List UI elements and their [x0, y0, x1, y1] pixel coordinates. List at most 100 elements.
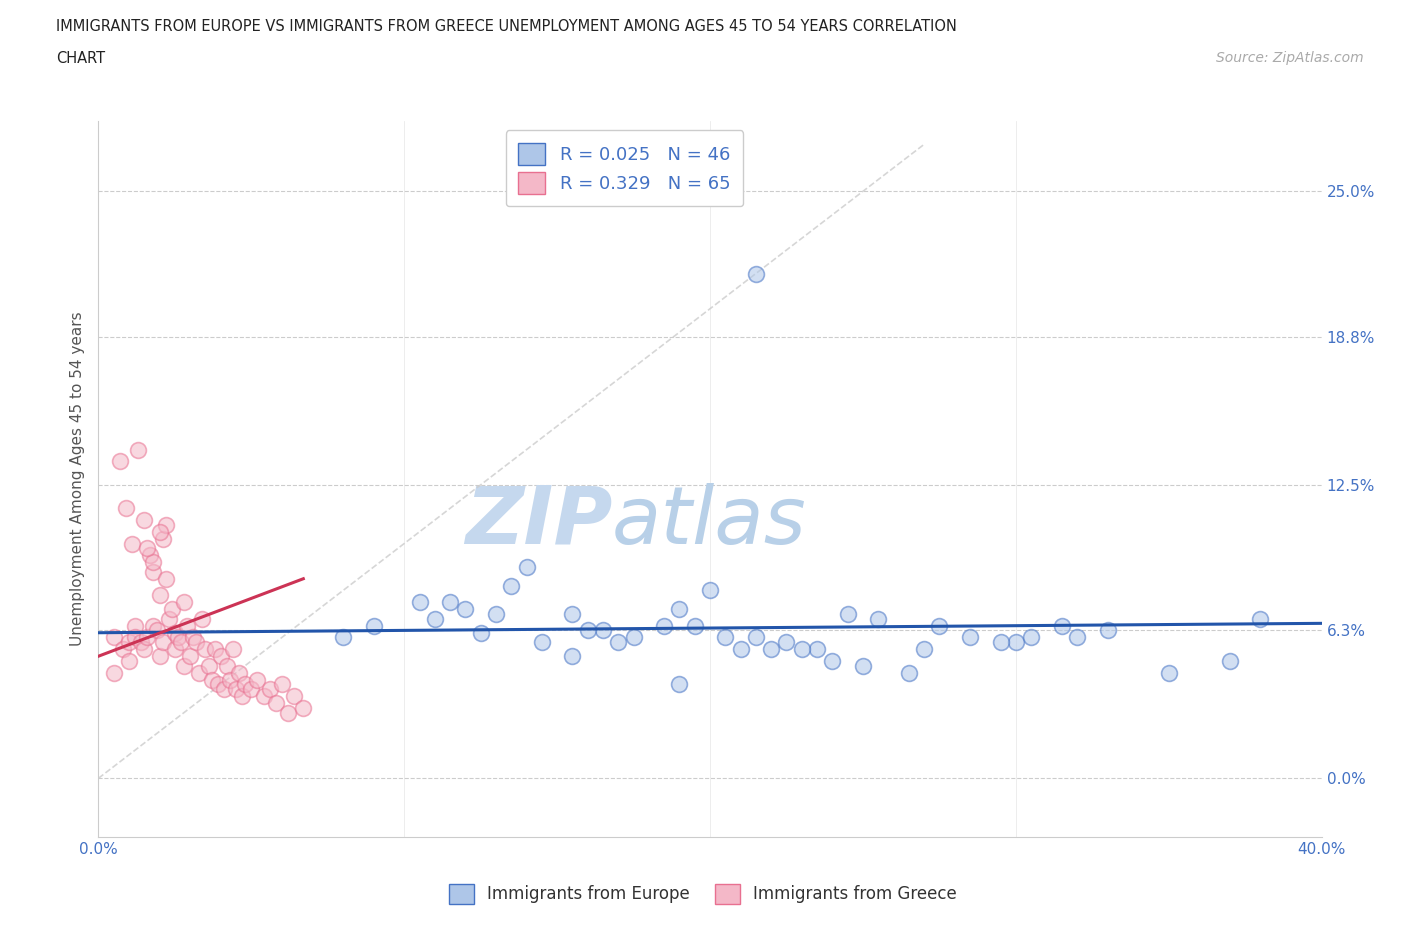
Point	[652, 618, 675, 633]
Text: atlas: atlas	[612, 483, 807, 561]
Point	[111, 642, 134, 657]
Text: ZIP: ZIP	[465, 483, 612, 561]
Point	[332, 630, 354, 644]
Point	[173, 658, 195, 673]
Point	[1157, 665, 1180, 680]
Point	[173, 595, 195, 610]
Point	[775, 634, 797, 649]
Point	[561, 649, 583, 664]
Point	[142, 555, 165, 570]
Point	[209, 649, 232, 664]
Text: IMMIGRANTS FROM EUROPE VS IMMIGRANTS FROM GREECE UNEMPLOYMENT AMONG AGES 45 TO 5: IMMIGRANTS FROM EUROPE VS IMMIGRANTS FRO…	[56, 19, 957, 33]
Point	[699, 583, 721, 598]
Point	[157, 611, 180, 626]
Point	[439, 595, 461, 610]
Point	[423, 611, 446, 626]
Point	[806, 642, 828, 657]
Point	[759, 642, 782, 657]
Point	[928, 618, 950, 633]
Point	[240, 682, 263, 697]
Point	[561, 606, 583, 621]
Point	[134, 512, 156, 527]
Point	[160, 602, 183, 617]
Point	[283, 689, 305, 704]
Point	[252, 689, 274, 704]
Point	[1219, 654, 1241, 669]
Point	[668, 602, 690, 617]
Point	[155, 571, 177, 586]
Point	[292, 700, 315, 715]
Point	[501, 578, 523, 593]
Legend: Immigrants from Europe, Immigrants from Greece: Immigrants from Europe, Immigrants from …	[440, 875, 966, 912]
Point	[163, 625, 186, 640]
Point	[136, 540, 159, 555]
Point	[959, 630, 981, 644]
Point	[207, 677, 229, 692]
Point	[186, 634, 208, 649]
Point	[118, 634, 141, 649]
Point	[176, 618, 198, 633]
Point	[225, 682, 247, 697]
Point	[485, 606, 508, 621]
Point	[897, 665, 920, 680]
Point	[191, 611, 214, 626]
Point	[204, 642, 226, 657]
Point	[149, 588, 172, 603]
Point	[821, 654, 844, 669]
Point	[1097, 623, 1119, 638]
Point	[233, 677, 256, 692]
Point	[408, 595, 430, 610]
Point	[145, 623, 167, 638]
Point	[200, 672, 222, 687]
Point	[228, 665, 250, 680]
Point	[124, 618, 146, 633]
Legend: R = 0.025   N = 46, R = 0.329   N = 65: R = 0.025 N = 46, R = 0.329 N = 65	[506, 130, 744, 206]
Point	[259, 682, 281, 697]
Point	[576, 623, 599, 638]
Point	[155, 517, 177, 532]
Point	[1019, 630, 1042, 644]
Point	[990, 634, 1012, 649]
Point	[790, 642, 813, 657]
Point	[745, 630, 768, 644]
Point	[129, 634, 152, 649]
Point	[607, 634, 630, 649]
Point	[530, 634, 553, 649]
Point	[470, 625, 492, 640]
Y-axis label: Unemployment Among Ages 45 to 54 years: Unemployment Among Ages 45 to 54 years	[70, 312, 86, 646]
Text: Source: ZipAtlas.com: Source: ZipAtlas.com	[1216, 51, 1364, 65]
Point	[1066, 630, 1088, 644]
Point	[142, 565, 165, 579]
Point	[745, 266, 768, 281]
Point	[1249, 611, 1271, 626]
Point	[837, 606, 859, 621]
Point	[179, 649, 201, 664]
Point	[115, 501, 138, 516]
Point	[668, 677, 690, 692]
Text: CHART: CHART	[56, 51, 105, 66]
Point	[714, 630, 737, 644]
Point	[188, 665, 211, 680]
Point	[219, 672, 242, 687]
Point	[454, 602, 477, 617]
Point	[215, 658, 238, 673]
Point	[181, 630, 204, 644]
Point	[363, 618, 385, 633]
Point	[118, 654, 141, 669]
Point	[516, 560, 538, 575]
Point	[108, 454, 131, 469]
Point	[134, 642, 156, 657]
Point	[152, 634, 174, 649]
Point	[852, 658, 875, 673]
Point	[124, 630, 146, 644]
Point	[222, 642, 245, 657]
Point	[231, 689, 253, 704]
Point	[592, 623, 614, 638]
Point	[264, 696, 287, 711]
Point	[277, 705, 299, 720]
Point	[212, 682, 235, 697]
Point	[163, 642, 186, 657]
Point	[149, 649, 172, 664]
Point	[683, 618, 706, 633]
Point	[139, 548, 162, 563]
